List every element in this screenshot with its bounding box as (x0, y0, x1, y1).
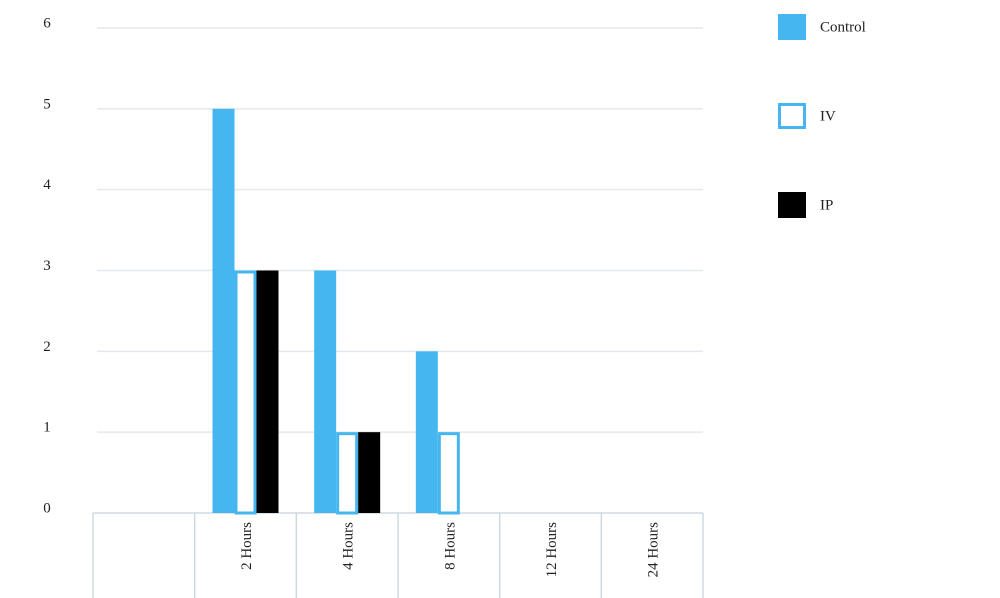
x-tick-label: 4 Hours (341, 522, 357, 570)
y-tick-label: 0 (43, 500, 51, 516)
bar (234, 270, 257, 515)
y-tick-label: 1 (43, 420, 51, 436)
bar (256, 270, 279, 513)
y-tick-label: 3 (43, 258, 51, 274)
bar (336, 432, 359, 515)
legend-label: IP (820, 197, 833, 213)
y-tick-label: 6 (43, 15, 51, 31)
y-tick-label: 2 (43, 339, 51, 355)
bar (415, 351, 438, 513)
legend-label: IV (820, 108, 836, 124)
y-tick-label: 5 (43, 96, 51, 112)
y-tick-label: 4 (43, 177, 51, 193)
legend-swatch (778, 103, 806, 129)
bar (212, 108, 235, 513)
legend-swatch (778, 14, 806, 40)
bar (314, 270, 337, 513)
x-tick-label: 24 Hours (646, 522, 662, 578)
x-tick-label: 12 Hours (544, 522, 560, 578)
bar (358, 432, 381, 513)
legend-label: Control (820, 19, 866, 35)
legend-swatch (778, 192, 806, 218)
bar (437, 432, 460, 515)
x-tick-label: 2 Hours (239, 522, 255, 570)
x-tick-label: 8 Hours (442, 522, 458, 570)
